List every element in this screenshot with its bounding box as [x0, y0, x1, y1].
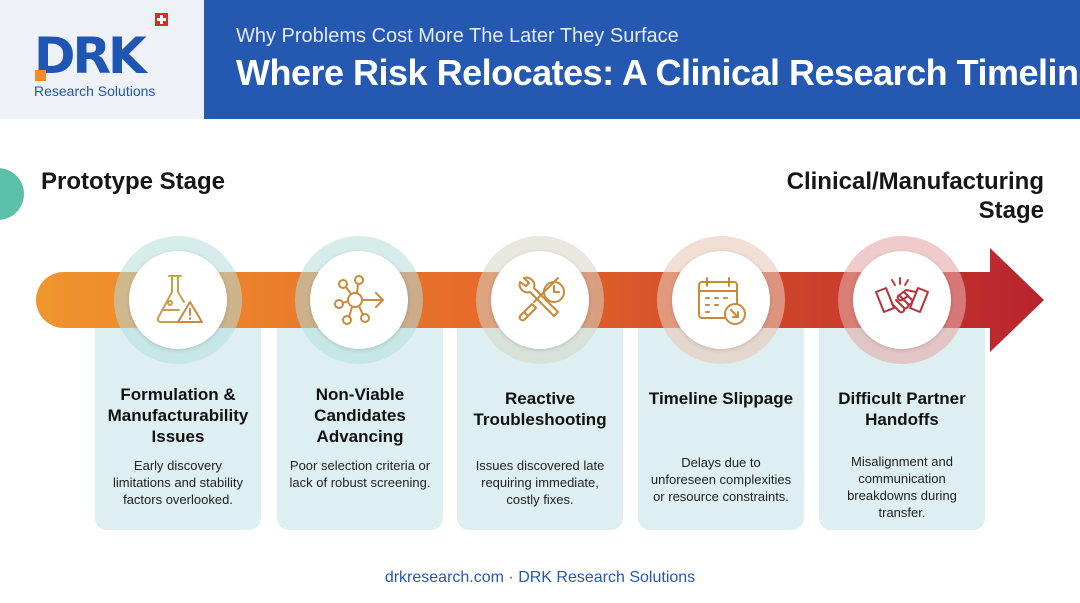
stage-end-label: Clinical/Manufacturing Stage — [786, 168, 1044, 224]
card-description: Early discovery limitations and stabilit… — [112, 458, 244, 507]
card-description: Issues discovered late requiring immedia… — [475, 458, 605, 507]
calendar-delay-icon — [698, 277, 746, 325]
card-title: Non-Viable Candidates Advancing — [314, 385, 406, 446]
logo-subtext: Research Solutions — [34, 83, 156, 99]
icon-circle — [310, 251, 408, 349]
icon-circle — [129, 251, 227, 349]
card-description: Delays due to unforeseen complexities or… — [650, 455, 792, 504]
network-arrow-icon — [334, 275, 384, 325]
card-formulation: Formulation & Manufacturability Issues E… — [95, 302, 261, 530]
stage-start-label: Prototype Stage — [41, 168, 226, 195]
card-title: Formulation & Manufacturability Issues — [107, 385, 249, 446]
page-title: Where Risk Relocates: A Clinical Researc… — [236, 52, 1080, 93]
card-title: Timeline Slippage — [648, 389, 794, 408]
logo[interactable]: DRK Research Solutions — [0, 0, 204, 119]
card-title: Reactive Troubleshooting — [473, 389, 607, 429]
logo-accent-square — [35, 70, 46, 81]
flask-warning-icon — [156, 275, 203, 323]
icon-circle — [853, 251, 951, 349]
card-description: Misalignment and communication breakdown… — [847, 454, 957, 520]
tools-clock-icon — [518, 276, 565, 322]
card-title: Difficult Partner Handoffs — [838, 389, 966, 429]
swiss-cross-icon — [155, 13, 168, 26]
title-banner: Why Problems Cost More The Later They Su… — [204, 0, 1080, 119]
logo-wordmark: DRK — [34, 27, 147, 85]
footer-credit[interactable]: drkresearch.com · DRK Research Solutions — [384, 569, 696, 586]
handshake-icon — [875, 277, 929, 314]
icon-circle — [672, 251, 770, 349]
icon-circle — [491, 251, 589, 349]
page-subtitle: Why Problems Cost More The Later They Su… — [236, 25, 679, 47]
header: DRK Research Solutions Why Problems Cost… — [0, 0, 1080, 119]
card-description: Poor selection criteria or lack of robus… — [289, 458, 431, 490]
